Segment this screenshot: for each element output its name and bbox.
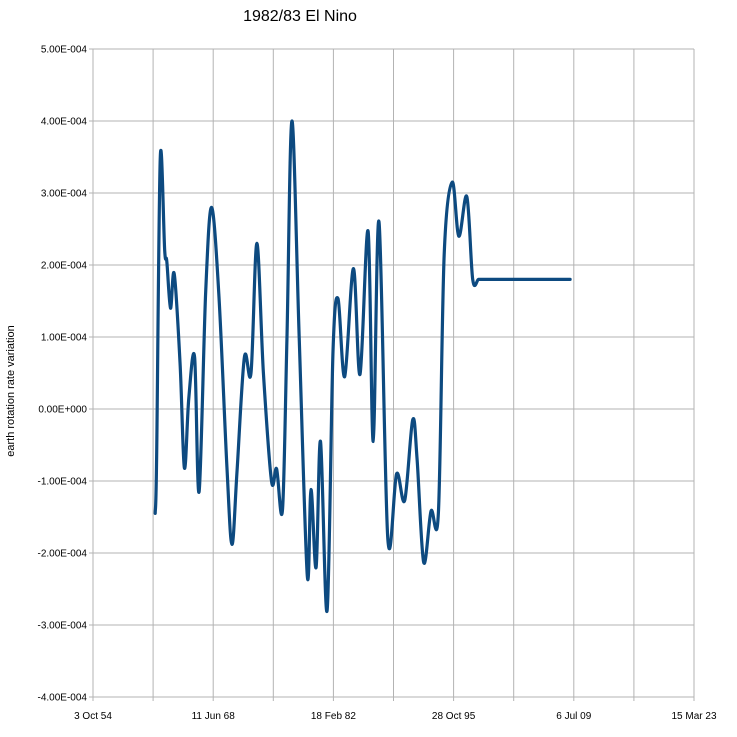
y-tick-label: -1.00E-004 [38, 477, 88, 488]
x-tick-label: 3 Oct 54 [74, 711, 112, 722]
grid-lines [92, 48, 695, 701]
y-tick-label: -4.00E-004 [38, 693, 88, 704]
y-axis: 5.00E-004 4.00E-004 3.00E-004 2.00E-004 1.00… [38, 45, 93, 704]
series-line [153, 119, 572, 613]
chart-title: 1982/83 El Nino [243, 8, 357, 25]
y-tick-label: 5.00E-004 [41, 45, 88, 56]
y-tick-label: 4.00E-004 [41, 117, 88, 128]
x-tick-label: 28 Oct 95 [432, 711, 476, 722]
y-tick-label: -3.00E-004 [38, 621, 88, 632]
y-tick-label: 1.00E-004 [41, 333, 88, 344]
x-tick-label: 6 Jul 09 [556, 711, 591, 722]
x-tick-label: 11 Jun 68 [192, 711, 236, 722]
x-tick-label: 15 Mar 23 [671, 711, 716, 722]
series-layer [153, 119, 572, 613]
y-tick-label: 3.00E-004 [41, 189, 88, 200]
y-tick-label: -2.00E-004 [38, 549, 88, 560]
y-tick-label: 0.00E+000 [38, 405, 87, 416]
y-tick-label: 2.00E-004 [41, 261, 88, 272]
x-tick-label: 18 Feb 82 [311, 711, 356, 722]
x-axis: 3 Oct 54 11 Jun 68 18 Feb 82 28 Oct 95 6 Jul… [74, 697, 717, 722]
